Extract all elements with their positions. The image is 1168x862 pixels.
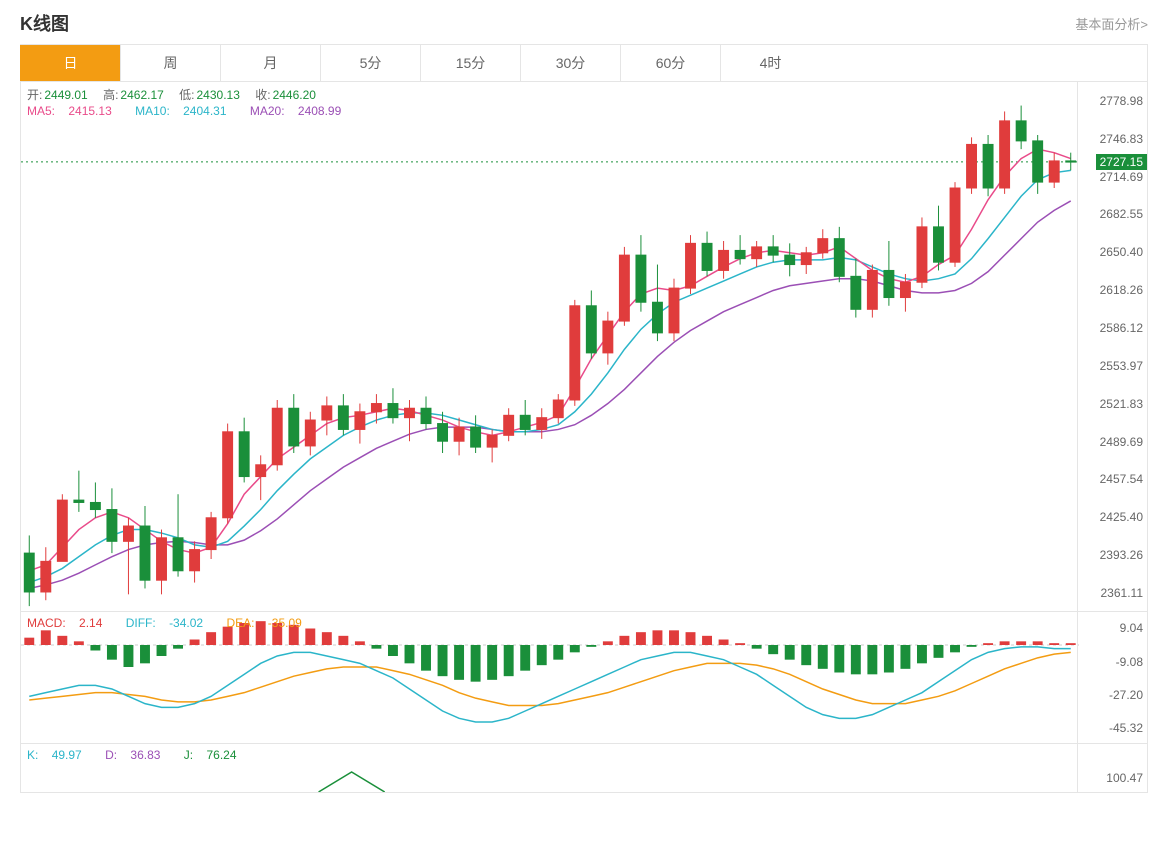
kdj-readout: K: 49.97 D: 36.83 J: 76.24 xyxy=(27,748,257,762)
ohlc-readout: 开:2449.01 高:2462.17 低:2430.13 收:2446.20 xyxy=(27,86,318,103)
ytick: 2586.12 xyxy=(1100,321,1143,335)
macd-panel[interactable]: MACD: 2.14 DIFF: -34.02 DEA: -35.09 9.04… xyxy=(21,612,1147,744)
tab-60分[interactable]: 60分 xyxy=(620,45,720,81)
close-label: 收: xyxy=(255,88,270,102)
k-val: K: 49.97 xyxy=(27,748,92,762)
ytick: 2521.83 xyxy=(1100,397,1143,411)
ma5: MA5: 2415.13 xyxy=(27,104,122,118)
macd-axis: 9.04 -9.08 -27.20 -45.32 xyxy=(1077,612,1147,743)
ytick: 2618.26 xyxy=(1100,283,1143,297)
dea-val: DEA: -35.09 xyxy=(226,616,311,630)
ytick: 2650.40 xyxy=(1100,245,1143,259)
price-axis: 2361.11 2393.26 2425.40 2457.54 2489.69 2521.… xyxy=(1077,82,1147,611)
page-title: K线图 xyxy=(20,10,69,36)
tab-30分[interactable]: 30分 xyxy=(520,45,620,81)
ytick: 2361.11 xyxy=(1101,586,1144,600)
tab-周[interactable]: 周 xyxy=(120,45,220,81)
ytick: 2457.54 xyxy=(1100,472,1143,486)
ma20: MA20: 2408.99 xyxy=(250,104,351,118)
tab-5分[interactable]: 5分 xyxy=(320,45,420,81)
tab-月[interactable]: 月 xyxy=(220,45,320,81)
tab-日[interactable]: 日 xyxy=(20,45,120,81)
analysis-link[interactable]: 基本面分析> xyxy=(1075,14,1148,33)
ytick: -27.20 xyxy=(1109,688,1143,702)
open-value: 2449.01 xyxy=(44,88,87,102)
ytick: 2714.69 xyxy=(1100,170,1143,184)
timeframe-tabs: 日周月5分15分30分60分4时 xyxy=(20,44,1148,82)
ytick: 2682.55 xyxy=(1100,207,1143,221)
j-val: J: 76.24 xyxy=(184,748,247,762)
kdj-axis: 100.47 xyxy=(1077,744,1147,792)
macd-chart xyxy=(21,612,1149,744)
chart-container: 开:2449.01 高:2462.17 低:2430.13 收:2446.20 … xyxy=(20,82,1148,793)
ma10: MA10: 2404.31 xyxy=(135,104,236,118)
tab-4时[interactable]: 4时 xyxy=(720,45,820,81)
diff-val: DIFF: -34.02 xyxy=(126,616,213,630)
macd-val: MACD: 2.14 xyxy=(27,616,112,630)
low-value: 2430.13 xyxy=(197,88,240,102)
ytick: -9.08 xyxy=(1116,655,1143,669)
ytick: 2746.83 xyxy=(1100,132,1143,146)
tab-15分[interactable]: 15分 xyxy=(420,45,520,81)
kdj-panel[interactable]: K: 49.97 D: 36.83 J: 76.24 100.47 xyxy=(21,744,1147,792)
ytick: 2393.26 xyxy=(1100,548,1143,562)
ytick: 2778.98 xyxy=(1100,94,1143,108)
low-label: 低: xyxy=(179,88,194,102)
ytick: 2425.40 xyxy=(1100,510,1143,524)
open-label: 开: xyxy=(27,88,42,102)
ytick: 9.04 xyxy=(1120,621,1143,635)
candlestick-chart xyxy=(21,82,1149,612)
ytick: 2489.69 xyxy=(1100,435,1143,449)
current-price-tag: 2727.15 xyxy=(1096,154,1147,170)
ytick: -45.32 xyxy=(1109,721,1143,735)
high-label: 高: xyxy=(103,88,118,102)
price-panel[interactable]: 开:2449.01 高:2462.17 低:2430.13 收:2446.20 … xyxy=(21,82,1147,612)
d-val: D: 36.83 xyxy=(105,748,170,762)
ytick: 2553.97 xyxy=(1100,359,1143,373)
high-value: 2462.17 xyxy=(120,88,163,102)
macd-readout: MACD: 2.14 DIFF: -34.02 DEA: -35.09 xyxy=(27,616,322,630)
close-value: 2446.20 xyxy=(273,88,316,102)
ytick: 100.47 xyxy=(1106,771,1143,785)
ma-readout: MA5: 2415.13 MA10: 2404.31 MA20: 2408.99 xyxy=(27,104,361,118)
